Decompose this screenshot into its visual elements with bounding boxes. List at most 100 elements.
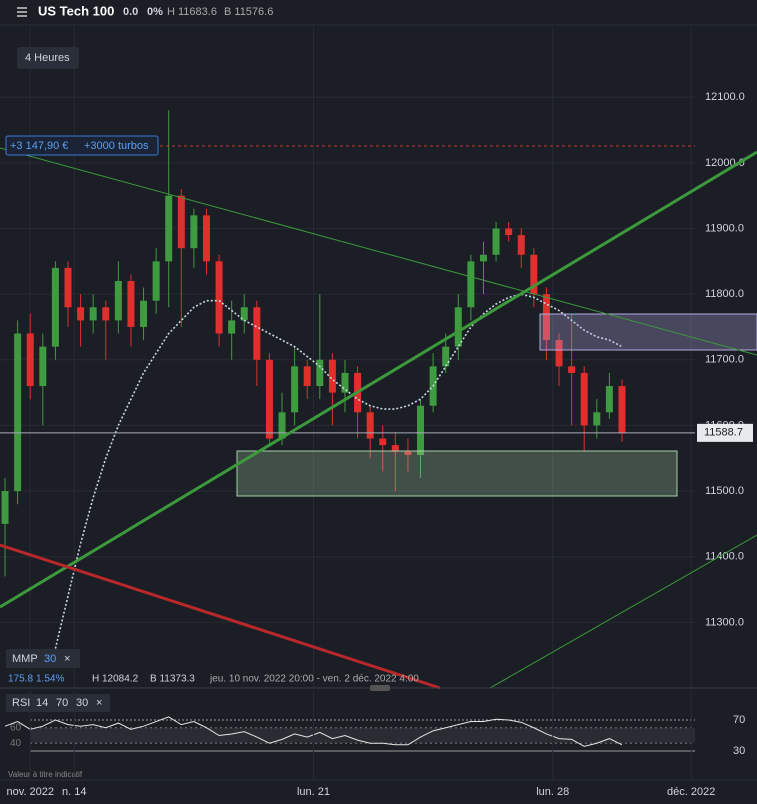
- x-tick-label: lun. 28: [536, 786, 569, 798]
- candle-body: [593, 412, 601, 426]
- candle-body: [240, 307, 248, 321]
- candle-body: [140, 300, 148, 327]
- pane-handle[interactable]: [370, 685, 390, 691]
- candle-body: [492, 228, 500, 255]
- candle-body: [39, 346, 47, 387]
- candle-body: [127, 281, 135, 327]
- y-tick-label: 11800.0: [705, 288, 744, 300]
- trend-line: [0, 147, 757, 356]
- rsi-period: 14: [36, 697, 48, 709]
- support-zone: [236, 450, 678, 497]
- y-tick-label: 11900.0: [705, 222, 744, 234]
- band-label: 40: [10, 738, 22, 749]
- candle-body: [291, 366, 299, 413]
- x-tick-label: déc. 2022: [667, 786, 715, 798]
- candle-body: [215, 261, 223, 334]
- ma-name: MMP: [12, 653, 38, 665]
- candle-body: [152, 261, 160, 301]
- candle-body: [417, 405, 425, 455]
- close-icon[interactable]: ×: [64, 653, 70, 665]
- candle-body: [530, 254, 538, 295]
- candle-body: [177, 195, 185, 249]
- candle-body: [404, 451, 412, 455]
- range-dates: jeu. 10 nov. 2022 20:00 - ven. 2 déc. 20…: [209, 674, 419, 685]
- y-tick-label: 11300.0: [705, 616, 744, 628]
- candle-body: [26, 333, 34, 387]
- y-tick-label: 70: [733, 714, 745, 726]
- y-tick-label: 12100.0: [705, 91, 745, 103]
- range-high: H 12084.2: [92, 674, 139, 685]
- candle-body: [253, 307, 261, 360]
- candle-body: [580, 372, 588, 426]
- rsi-band: [30, 727, 695, 744]
- candle-body: [77, 307, 85, 321]
- ma-pct: 1.54%: [36, 674, 64, 685]
- timeframe: 4 Heures: [25, 52, 70, 64]
- band-label: 60: [10, 722, 22, 733]
- y-tick-label: 11400.0: [705, 551, 744, 563]
- trend-line: [0, 150, 757, 609]
- candle-body: [102, 307, 110, 321]
- candle-body: [505, 228, 513, 236]
- candle-body: [618, 386, 626, 433]
- position-pnl: +3 147,90 €: [10, 140, 68, 152]
- candle-body: [190, 215, 198, 249]
- x-tick-label: n. 14: [62, 786, 86, 798]
- candle-body: [114, 281, 122, 321]
- candle-body: [442, 346, 450, 367]
- candle-body: [479, 254, 487, 262]
- change: 0.0: [123, 6, 138, 18]
- y-tick-label: 30: [733, 745, 745, 757]
- timeframe-box[interactable]: [17, 47, 79, 69]
- close-icon[interactable]: ×: [96, 697, 102, 709]
- candle-body: [542, 294, 550, 341]
- candle-body: [89, 307, 97, 321]
- candle-body: [303, 366, 311, 387]
- candle-body: [1, 491, 9, 524]
- candle-body: [14, 333, 22, 492]
- candle-body: [316, 359, 324, 387]
- candle-body: [202, 215, 210, 262]
- range-low: B 11373.3: [150, 674, 195, 685]
- candle-body: [391, 445, 399, 452]
- resistance-zone: [539, 313, 757, 351]
- position-badge[interactable]: [5, 135, 159, 156]
- candle-body: [278, 412, 286, 439]
- x-tick-label: lun. 21: [297, 786, 330, 798]
- candle-body: [379, 438, 387, 446]
- candle-body: [328, 359, 336, 393]
- y-tick-label: 11500.0: [705, 485, 744, 497]
- candle-body: [228, 320, 236, 334]
- candle-body: [555, 340, 563, 367]
- candle-body: [568, 366, 576, 373]
- candle-body: [454, 307, 462, 347]
- ma-value: 175.8: [8, 674, 33, 685]
- candle-body: [605, 386, 613, 413]
- x-tick-label: nov. 2022: [6, 786, 54, 798]
- candle-body: [51, 267, 59, 347]
- symbol: US Tech 100: [38, 3, 114, 18]
- candle-body: [265, 359, 273, 439]
- drawings: [0, 145, 757, 690]
- trend-line: [0, 543, 441, 690]
- candle-body: [517, 235, 525, 255]
- ma-period: 30: [44, 653, 56, 665]
- session-high: H 11683.6: [167, 6, 217, 18]
- rsi-legend-box[interactable]: [6, 694, 110, 712]
- trend-line: [489, 534, 757, 689]
- candle-body: [341, 372, 349, 393]
- position-size: +3000 turbos: [84, 140, 149, 152]
- change-pct: 0%: [147, 6, 163, 18]
- session-low: B 11576.6: [224, 6, 273, 18]
- rsi-name: RSI: [12, 697, 30, 709]
- rsi-upper: 70: [56, 697, 68, 709]
- menu-icon[interactable]: [17, 7, 27, 17]
- y-tick-label: 11700.0: [705, 354, 744, 366]
- rsi-lower: 30: [76, 697, 88, 709]
- ma-legend-box[interactable]: [6, 649, 80, 668]
- last-price: 11588.7: [704, 427, 743, 439]
- candle-body: [366, 412, 374, 439]
